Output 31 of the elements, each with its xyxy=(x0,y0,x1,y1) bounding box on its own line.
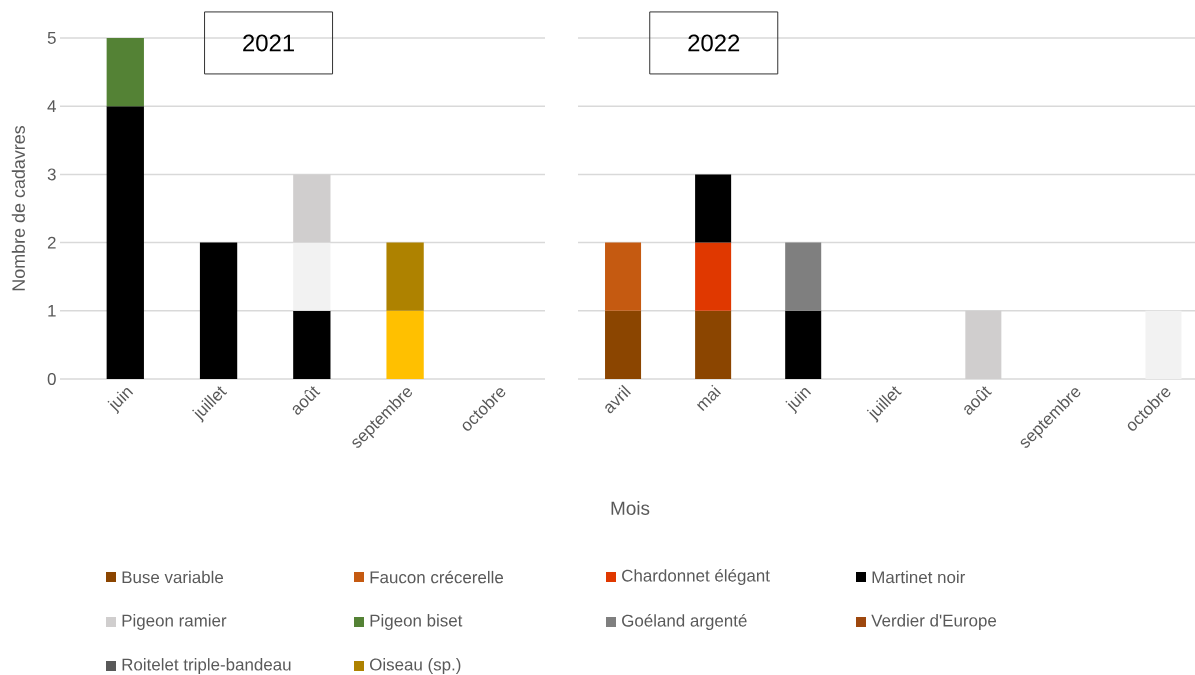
legend-label: Faucon crécerelle xyxy=(370,570,504,584)
y-tick-label: 0 xyxy=(47,373,56,385)
legend-label: Roitelet triple-bandeau xyxy=(122,658,291,674)
y-tick-label: 2 xyxy=(47,236,56,249)
y-axis-title: Nombre de cadavres xyxy=(11,125,25,291)
chart-title: 2022 xyxy=(688,34,740,52)
y-tick-label: 1 xyxy=(48,304,56,317)
bar xyxy=(106,106,144,379)
chart-title: 2021 xyxy=(243,34,294,52)
bar xyxy=(293,242,331,311)
x-tick-label: juin xyxy=(107,388,134,415)
legend-label: Buse variable xyxy=(122,570,224,584)
legend-label: Chardonnet élégant xyxy=(622,569,770,585)
legend-label: Pigeon biset xyxy=(370,614,463,630)
y-tick-label: 5 xyxy=(47,32,56,44)
bar xyxy=(386,242,424,311)
y-tick-label: 4 xyxy=(47,100,56,113)
bar xyxy=(199,242,238,379)
x-axis-title: Mois xyxy=(611,501,650,515)
x-tick-label: juin xyxy=(785,388,812,415)
legend-label: Pigeon ramier xyxy=(122,614,227,630)
legend-label: Goéland argenté xyxy=(622,614,747,630)
legend-label: Martinet noir xyxy=(872,570,966,584)
bar xyxy=(293,310,331,379)
y-tick-label: 3 xyxy=(47,168,56,181)
bar xyxy=(293,174,331,243)
legend-label: Verdier d'Europe xyxy=(871,614,997,630)
bar xyxy=(386,310,424,379)
x-tick-label: mai xyxy=(696,384,721,412)
bar xyxy=(106,38,144,107)
legend-label: Oiseau (sp.) xyxy=(370,658,461,674)
